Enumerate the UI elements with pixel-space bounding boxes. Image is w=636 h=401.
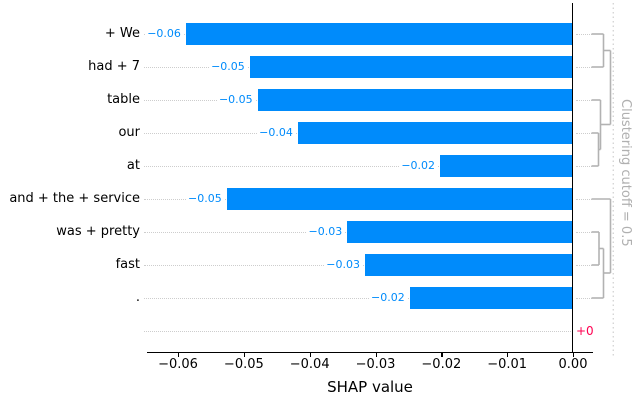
bar-value-label: −0.05 bbox=[216, 93, 255, 107]
shap-bar bbox=[226, 188, 573, 210]
y-tick-label: had + 7 bbox=[88, 59, 140, 74]
x-tick-mark bbox=[507, 353, 509, 357]
row-leader-line bbox=[144, 100, 257, 101]
row-leader-line bbox=[144, 133, 297, 134]
dendrogram-leaf-leader-line bbox=[575, 67, 592, 68]
row-leader-line bbox=[144, 298, 409, 299]
shap-bar bbox=[347, 221, 573, 243]
shap-bar bbox=[409, 287, 573, 309]
bar-value-label: −0.06 bbox=[145, 27, 183, 41]
shap-bar bbox=[249, 56, 573, 78]
x-tick-mark bbox=[309, 353, 311, 357]
shap-bar bbox=[257, 89, 573, 111]
y-tick-label: at bbox=[126, 158, 140, 173]
bar-value-label: −0.03 bbox=[306, 225, 345, 239]
dendrogram-leaf-leader-line bbox=[575, 232, 592, 233]
x-tick-mark bbox=[178, 353, 180, 357]
x-axis-line bbox=[147, 352, 593, 354]
x-axis-title: SHAP value bbox=[327, 378, 413, 396]
bar-value-label: −0.04 bbox=[257, 126, 295, 140]
row-leader-line bbox=[144, 67, 249, 68]
bar-value-label: −0.02 bbox=[369, 291, 407, 305]
x-tick-mark bbox=[441, 353, 443, 357]
dendrogram-leaf-leader-line bbox=[575, 34, 592, 35]
shap-bar bbox=[440, 155, 573, 177]
zero-baseline bbox=[572, 3, 574, 352]
bar-value-label: +0 bbox=[576, 324, 594, 338]
row-leader-line bbox=[144, 232, 347, 233]
x-tick-label: −0.05 bbox=[223, 357, 264, 372]
x-tick-label: −0.04 bbox=[289, 357, 330, 372]
row-leader-line bbox=[144, 331, 571, 332]
row-leader-line bbox=[144, 199, 226, 200]
x-tick-label: 0.00 bbox=[558, 357, 588, 372]
dendrogram-leaf-leader-line bbox=[575, 100, 592, 101]
row-leader-line bbox=[144, 265, 364, 266]
bar-value-label: −0.05 bbox=[186, 192, 224, 206]
bar-value-label: −0.02 bbox=[399, 159, 438, 173]
dendrogram-leaf-leader-line bbox=[575, 166, 592, 167]
dendrogram-leaf-leader-line bbox=[575, 133, 592, 134]
x-tick-mark bbox=[375, 353, 377, 357]
y-tick-label: table bbox=[107, 92, 140, 107]
shap-bar bbox=[364, 254, 573, 276]
x-tick-label: −0.01 bbox=[487, 357, 528, 372]
clustering-cutoff-label: Clustering cutoff = 0.5 bbox=[618, 99, 633, 247]
shap-bar bbox=[297, 122, 573, 144]
y-tick-label: and + the + service bbox=[9, 191, 140, 206]
dendrogram-leaf-leader-line bbox=[575, 298, 592, 299]
row-leader-line bbox=[144, 166, 440, 167]
shap-bar bbox=[185, 23, 573, 45]
dendrogram-leaf-leader-line bbox=[575, 199, 592, 200]
x-tick-label: −0.03 bbox=[355, 357, 396, 372]
y-tick-label: was + pretty bbox=[56, 224, 140, 239]
y-tick-label: . bbox=[135, 290, 140, 305]
y-tick-label: fast bbox=[115, 257, 140, 272]
x-tick-mark bbox=[573, 353, 575, 357]
x-tick-mark bbox=[243, 353, 246, 357]
bar-value-label: −0.05 bbox=[209, 60, 247, 74]
dendrogram-leaf-leader-line bbox=[575, 265, 592, 266]
y-tick-label: + We bbox=[104, 26, 140, 41]
y-tick-label: our bbox=[118, 125, 140, 140]
x-tick-label: −0.02 bbox=[421, 357, 462, 372]
bar-value-label: −0.03 bbox=[324, 258, 362, 272]
x-tick-label: −0.06 bbox=[158, 357, 198, 372]
